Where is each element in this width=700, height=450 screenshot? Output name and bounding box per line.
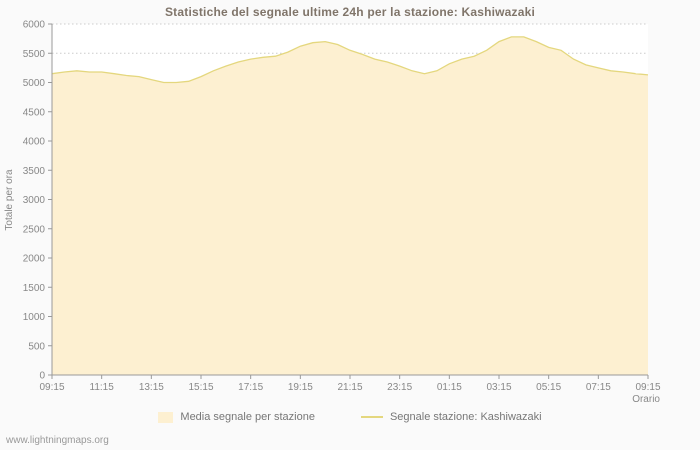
svg-text:15:15: 15:15 (188, 382, 213, 393)
legend-label-segnale-stazione: Segnale stazione: Kashiwazaki (389, 411, 542, 423)
svg-text:05:15: 05:15 (536, 382, 561, 393)
svg-text:4500: 4500 (23, 107, 46, 118)
svg-text:21:15: 21:15 (337, 382, 362, 393)
area-swatch-icon (158, 411, 174, 423)
chart-layer: 0 500 1000 1500 2000 2500 3000 3500 4000 4500 5000… (23, 20, 661, 394)
svg-text:09:15: 09:15 (39, 382, 64, 393)
svg-text:17:15: 17:15 (238, 382, 263, 393)
svg-text:0: 0 (39, 371, 45, 382)
line-swatch-icon (360, 416, 383, 418)
svg-text:6000: 6000 (23, 20, 46, 31)
svg-text:11:15: 11:15 (90, 382, 115, 393)
signal-area-chart: 0 500 1000 1500 2000 2500 3000 3500 4000 4500 5000… (4, 20, 661, 406)
svg-text:3000: 3000 (23, 195, 46, 206)
svg-text:13:15: 13:15 (139, 382, 164, 393)
svg-text:19:15: 19:15 (288, 382, 313, 393)
y-axis-label: Totale per ora (4, 169, 15, 231)
svg-text:07:15: 07:15 (586, 382, 611, 393)
svg-text:5500: 5500 (23, 49, 46, 60)
svg-text:4000: 4000 (23, 137, 46, 148)
svg-text:5000: 5000 (23, 78, 46, 89)
x-axis-label: Orario (632, 394, 660, 405)
svg-text:23:15: 23:15 (387, 382, 412, 393)
svg-text:03:15: 03:15 (486, 382, 511, 393)
watermark-link: www.lightningmaps.org (6, 435, 109, 446)
svg-text:500: 500 (28, 341, 45, 352)
svg-text:2500: 2500 (23, 224, 46, 235)
legend-item-segnale-stazione: Segnale stazione: Kashiwazaki (360, 411, 542, 423)
legend-item-media-segnale: Media segnale per stazione (158, 411, 315, 423)
legend: Media segnale per stazione Segnale stazi… (0, 411, 700, 423)
legend-label-media-segnale: Media segnale per stazione (180, 411, 315, 423)
svg-text:2000: 2000 (23, 254, 46, 265)
svg-text:09:15: 09:15 (635, 382, 660, 393)
svg-text:3500: 3500 (23, 166, 46, 177)
svg-text:01:15: 01:15 (437, 382, 462, 393)
svg-text:1000: 1000 (23, 312, 46, 323)
svg-text:1500: 1500 (23, 283, 46, 294)
chart-title: Statistiche del segnale ultime 24h per l… (164, 5, 536, 19)
